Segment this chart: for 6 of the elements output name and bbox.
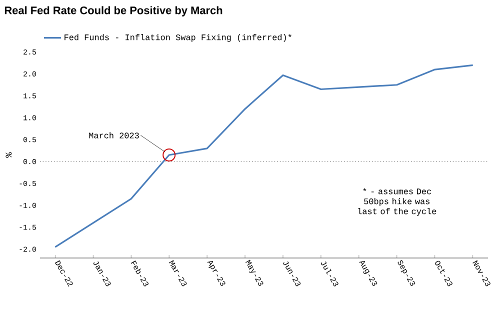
line-series — [54, 64, 474, 248]
y-axis-title: % — [6, 152, 12, 158]
chart-title: Real Fed Rate Could be Positive by March — [4, 6, 222, 16]
legend-label: Fed Funds - Inflation Swap Fixing (inferred)* — [64, 34, 292, 42]
annotation: * - assumes Dec 50bps hike was last of the cycle — [358, 188, 436, 216]
annotation: March 2023 — [89, 132, 139, 138]
